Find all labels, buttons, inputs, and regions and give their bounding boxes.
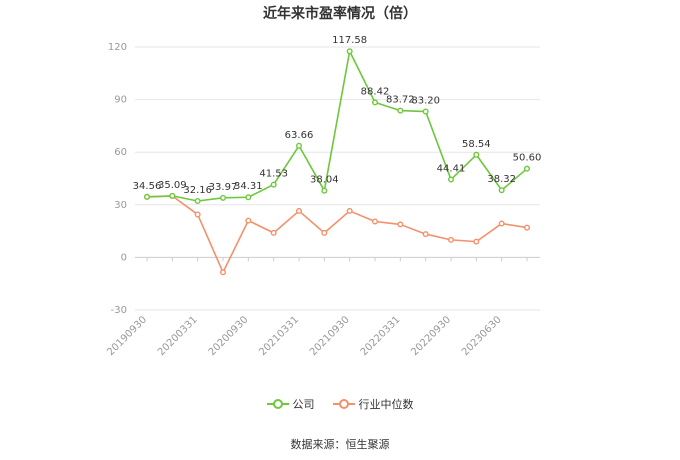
data-point bbox=[397, 221, 404, 228]
data-point bbox=[321, 187, 328, 194]
data-label: 35.09 bbox=[158, 180, 187, 191]
legend-label-industry: 行业中位数 bbox=[358, 398, 414, 411]
chart-title: 近年来市盈率情况（倍） bbox=[263, 6, 417, 22]
data-label: 41.53 bbox=[259, 169, 288, 180]
series-lines bbox=[143, 48, 531, 276]
data-label: 58.54 bbox=[462, 139, 491, 150]
y-tick-label: 0 bbox=[121, 252, 127, 263]
legend-swatch-company bbox=[266, 398, 289, 410]
data-label: 32.16 bbox=[183, 185, 212, 196]
data-point bbox=[169, 192, 176, 199]
y-tick-label: 90 bbox=[114, 95, 127, 106]
x-tick-label: 20200331 bbox=[156, 314, 200, 358]
data-point bbox=[422, 108, 429, 115]
y-tick-label: -30 bbox=[111, 305, 127, 316]
data-label: 33.97 bbox=[209, 182, 238, 193]
x-tick-label: 20220331 bbox=[359, 314, 403, 358]
data-point bbox=[296, 207, 303, 214]
data-label: 44.41 bbox=[437, 164, 466, 175]
series-line-1 bbox=[146, 195, 528, 274]
data-label: 34.56 bbox=[133, 181, 162, 192]
data-point bbox=[473, 238, 480, 245]
data-point bbox=[473, 151, 480, 158]
x-tick-label: 20220930 bbox=[409, 314, 453, 358]
series-line-0 bbox=[146, 50, 528, 202]
legend-item-industry-median[interactable]: 行业中位数 bbox=[332, 396, 414, 412]
data-label: 83.72 bbox=[386, 95, 415, 106]
data-point bbox=[498, 187, 505, 194]
y-tick-label: 30 bbox=[114, 200, 127, 211]
data-point bbox=[245, 217, 252, 224]
data-point bbox=[422, 231, 429, 238]
data-point bbox=[219, 269, 226, 276]
x-tick-label: 20210930 bbox=[308, 314, 352, 358]
legend: 公司 行业中位数 bbox=[0, 396, 680, 412]
data-point bbox=[194, 198, 201, 205]
x-tick-label: 20230630 bbox=[460, 314, 504, 358]
data-point bbox=[448, 176, 455, 183]
data-point bbox=[321, 229, 328, 236]
data-label: 88.42 bbox=[361, 86, 390, 97]
data-point bbox=[372, 99, 379, 106]
gridlines bbox=[135, 46, 540, 311]
legend-swatch-industry bbox=[332, 398, 355, 410]
data-point bbox=[245, 194, 252, 201]
legend-item-company[interactable]: 公司 bbox=[266, 396, 315, 412]
data-source: 数据来源：恒生聚源 bbox=[290, 438, 390, 451]
data-point bbox=[270, 181, 277, 188]
data-point bbox=[524, 165, 531, 172]
data-label: 34.31 bbox=[234, 181, 263, 192]
y-tick-label: 120 bbox=[108, 42, 127, 53]
data-label: 83.20 bbox=[411, 96, 440, 107]
x-tick-label: 20210331 bbox=[257, 314, 301, 358]
data-label: 63.66 bbox=[285, 130, 314, 141]
data-point bbox=[448, 236, 455, 243]
data-point bbox=[397, 107, 404, 114]
data-label: 117.58 bbox=[332, 35, 367, 46]
data-point bbox=[296, 142, 303, 149]
data-point bbox=[524, 224, 531, 231]
data-label: 38.32 bbox=[487, 174, 516, 185]
data-point bbox=[194, 211, 201, 218]
data-point bbox=[346, 48, 353, 55]
data-point bbox=[346, 207, 353, 214]
data-label: 50.60 bbox=[513, 153, 542, 164]
data-point bbox=[219, 194, 226, 201]
data-point bbox=[270, 229, 277, 236]
data-point bbox=[143, 193, 150, 200]
legend-label-company: 公司 bbox=[292, 398, 315, 411]
data-label: 38.04 bbox=[310, 175, 339, 186]
x-tick-label: 20200930 bbox=[207, 314, 251, 358]
data-point bbox=[498, 220, 505, 227]
x-tick-label: 20190930 bbox=[105, 314, 149, 358]
y-tick-label: 60 bbox=[114, 147, 127, 158]
data-point bbox=[372, 218, 379, 225]
